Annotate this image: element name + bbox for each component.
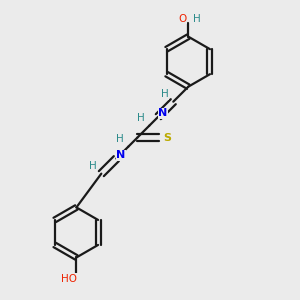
Text: O: O — [178, 14, 187, 24]
Text: H: H — [161, 89, 169, 99]
Text: N: N — [158, 108, 167, 118]
Text: H: H — [193, 14, 201, 24]
Text: N: N — [116, 150, 125, 160]
Text: S: S — [163, 133, 171, 143]
Text: HO: HO — [61, 274, 77, 284]
Text: H: H — [137, 113, 145, 123]
Text: H: H — [116, 134, 124, 144]
Text: H: H — [89, 161, 97, 171]
